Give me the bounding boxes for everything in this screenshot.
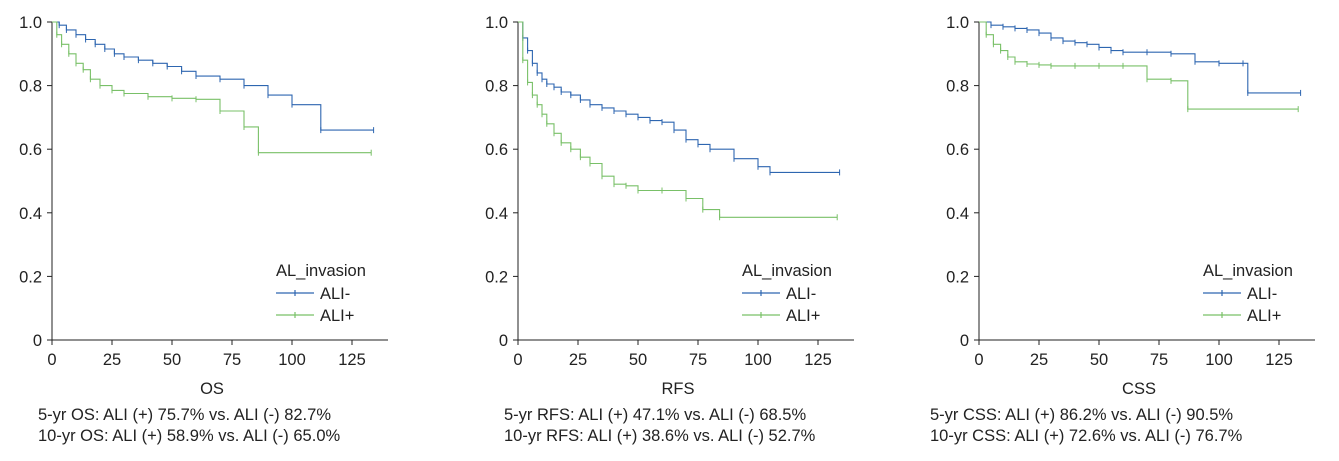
y-tick-label: 0.4 <box>485 205 508 223</box>
y-tick-label: 0 <box>33 332 42 350</box>
x-tick-label: 75 <box>689 351 707 369</box>
x-axis-label: OS <box>200 380 224 398</box>
caption-os-line-2: 10-yr OS: ALI (+) 58.9% vs. ALI (-) 65.0… <box>38 427 341 445</box>
x-tick-label: 125 <box>338 351 366 369</box>
y-tick-label: 0.8 <box>19 78 42 96</box>
legend-label: ALI- <box>1247 285 1277 303</box>
x-tick-label: 50 <box>163 351 181 369</box>
x-tick-label: 100 <box>278 351 306 369</box>
x-tick-label: 50 <box>1090 351 1108 369</box>
caption-os: 5-yr OS: ALI (+) 75.7% vs. ALI (-) 82.7%… <box>38 405 340 447</box>
caption-css: 5-yr CSS: ALI (+) 86.2% vs. ALI (-) 90.5… <box>930 405 1242 447</box>
y-tick-label: 0.2 <box>485 268 508 286</box>
caption-os-line-1: 5-yr OS: ALI (+) 75.7% vs. ALI (-) 82.7% <box>38 406 331 424</box>
x-tick-label: 0 <box>513 351 522 369</box>
y-tick-label: 0 <box>499 332 508 350</box>
x-tick-label: 125 <box>1265 351 1293 369</box>
x-tick-label: 100 <box>744 351 772 369</box>
x-tick-label: 50 <box>629 351 647 369</box>
x-tick-label: 75 <box>1150 351 1168 369</box>
y-tick-label: 0.4 <box>946 205 969 223</box>
caption-css-line-1: 5-yr CSS: ALI (+) 86.2% vs. ALI (-) 90.5… <box>930 406 1234 424</box>
panel-os: 0 0.2 0.4 0.6 0.8 1.0 0 25 50 75 100 125 OS AL_invasi… <box>19 14 388 398</box>
legend-label: ALI+ <box>1247 307 1281 325</box>
x-tick-label: 25 <box>569 351 587 369</box>
y-tick-label: 1.0 <box>946 14 969 32</box>
x-tick-label: 0 <box>47 351 56 369</box>
curve-ALI- <box>518 21 840 173</box>
legend-title: AL_invasion <box>1203 262 1293 280</box>
y-tick-label: 1.0 <box>19 14 42 32</box>
y-tick-label: 0.8 <box>485 78 508 96</box>
y-tick-label: 0.4 <box>19 205 42 223</box>
y-tick-label: 0.6 <box>19 141 42 159</box>
legend-title: AL_invasion <box>276 262 366 280</box>
legend-label: ALI+ <box>786 307 820 325</box>
caption-rfs-line-1: 5-yr RFS: ALI (+) 47.1% vs. ALI (-) 68.5… <box>504 406 807 424</box>
x-tick-label: 125 <box>804 351 832 369</box>
legend-label: ALI+ <box>320 307 354 325</box>
y-tick-label: 1.0 <box>485 14 508 32</box>
legend-title: AL_invasion <box>742 262 832 280</box>
legend-label: ALI- <box>320 285 350 303</box>
caption-rfs: 5-yr RFS: ALI (+) 47.1% vs. ALI (-) 68.5… <box>504 405 815 447</box>
x-tick-label: 25 <box>1030 351 1048 369</box>
y-tick-label: 0.6 <box>946 141 969 159</box>
panel-rfs: 0 0.2 0.4 0.6 0.8 1.0 0 25 50 75 100 125 RFS AL_invas… <box>485 14 854 398</box>
y-tick-label: 0.8 <box>946 78 969 96</box>
panel-css: 0 0.2 0.4 0.6 0.8 1.0 0 25 50 75 100 125 CSS AL_invas… <box>946 14 1315 398</box>
x-tick-label: 25 <box>103 351 121 369</box>
caption-css-line-2: 10-yr CSS: ALI (+) 72.6% vs. ALI (-) 76.… <box>930 427 1243 445</box>
y-tick-label: 0.2 <box>19 268 42 286</box>
x-tick-label: 0 <box>974 351 983 369</box>
x-axis-label: RFS <box>662 380 695 398</box>
y-tick-label: 0.2 <box>946 268 969 286</box>
y-tick-label: 0.6 <box>485 141 508 159</box>
x-tick-label: 75 <box>223 351 241 369</box>
x-tick-label: 100 <box>1205 351 1233 369</box>
curve-ALI- <box>52 21 374 131</box>
legend-label: ALI- <box>786 285 816 303</box>
curve-ALI+ <box>518 21 838 218</box>
y-tick-label: 0 <box>960 332 969 350</box>
caption-rfs-line-2: 10-yr RFS: ALI (+) 38.6% vs. ALI (-) 52.… <box>504 427 816 445</box>
x-axis-label: CSS <box>1122 380 1156 398</box>
